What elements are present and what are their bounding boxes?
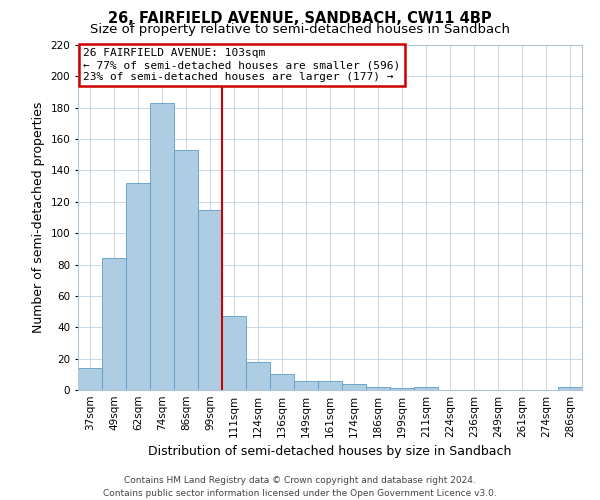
Bar [414, 387, 438, 390]
Bar [558, 387, 582, 390]
Bar [318, 380, 342, 390]
Text: Contains HM Land Registry data © Crown copyright and database right 2024.
Contai: Contains HM Land Registry data © Crown c… [103, 476, 497, 498]
Bar [102, 258, 126, 390]
X-axis label: Distribution of semi-detached houses by size in Sandbach: Distribution of semi-detached houses by … [148, 446, 512, 458]
Bar [174, 150, 198, 390]
Text: 26 FAIRFIELD AVENUE: 103sqm
← 77% of semi-detached houses are smaller (596)
23% : 26 FAIRFIELD AVENUE: 103sqm ← 77% of sem… [83, 48, 400, 82]
Bar [270, 374, 294, 390]
Bar [366, 387, 390, 390]
Bar [342, 384, 366, 390]
Y-axis label: Number of semi-detached properties: Number of semi-detached properties [32, 102, 45, 333]
Text: Size of property relative to semi-detached houses in Sandbach: Size of property relative to semi-detach… [90, 22, 510, 36]
Bar [126, 183, 150, 390]
Bar [390, 388, 414, 390]
Bar [198, 210, 222, 390]
Bar [294, 380, 318, 390]
Bar [150, 103, 174, 390]
Bar [246, 362, 270, 390]
Bar [222, 316, 246, 390]
Text: 26, FAIRFIELD AVENUE, SANDBACH, CW11 4BP: 26, FAIRFIELD AVENUE, SANDBACH, CW11 4BP [108, 11, 492, 26]
Bar [78, 368, 102, 390]
